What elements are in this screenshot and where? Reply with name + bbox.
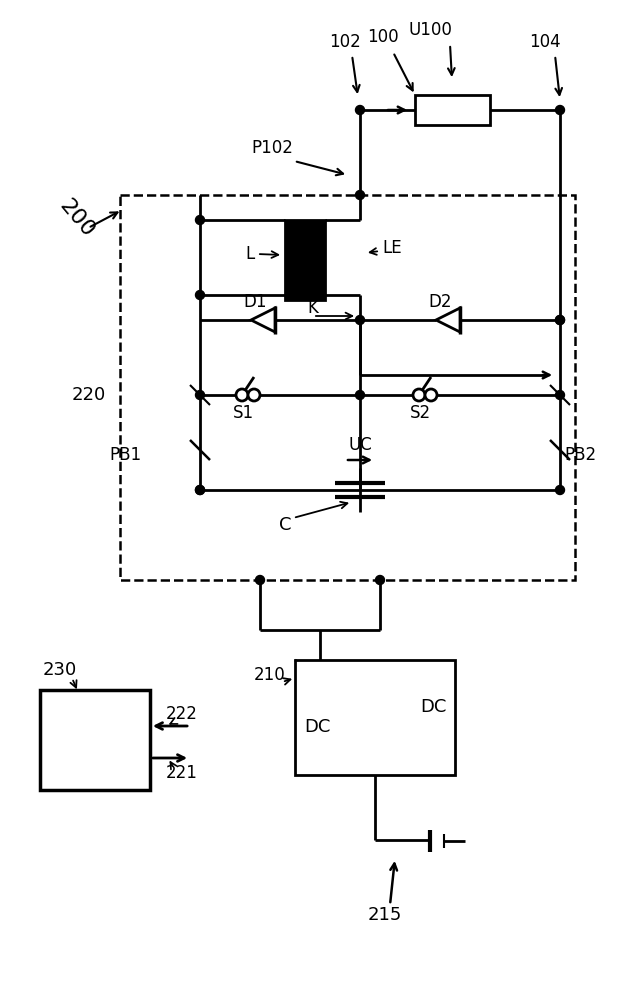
- Text: 221: 221: [166, 764, 198, 782]
- Text: 104: 104: [529, 33, 561, 51]
- Circle shape: [355, 390, 365, 399]
- Text: S2: S2: [409, 404, 430, 422]
- Text: 220: 220: [72, 386, 106, 404]
- Circle shape: [556, 105, 564, 114]
- Text: PB2: PB2: [564, 446, 596, 464]
- Circle shape: [355, 105, 365, 114]
- Text: 100: 100: [367, 28, 399, 46]
- Circle shape: [255, 576, 265, 584]
- Text: L: L: [245, 245, 255, 263]
- Text: D2: D2: [428, 293, 451, 311]
- Circle shape: [248, 389, 260, 401]
- Text: DC: DC: [304, 718, 330, 736]
- Text: D1: D1: [243, 293, 267, 311]
- Text: 215: 215: [368, 906, 402, 924]
- Polygon shape: [251, 308, 275, 332]
- Circle shape: [355, 316, 365, 324]
- Text: C: C: [279, 516, 291, 534]
- Circle shape: [236, 389, 248, 401]
- Circle shape: [355, 190, 365, 200]
- Circle shape: [196, 486, 204, 494]
- Circle shape: [196, 486, 204, 494]
- Text: K: K: [307, 299, 319, 317]
- Circle shape: [196, 290, 204, 300]
- Text: PB1: PB1: [109, 446, 141, 464]
- Polygon shape: [436, 308, 460, 332]
- Text: 230: 230: [43, 661, 77, 679]
- Bar: [285, 220, 325, 300]
- Text: P102: P102: [251, 139, 293, 157]
- Text: S1: S1: [232, 404, 253, 422]
- Circle shape: [196, 216, 204, 225]
- Circle shape: [376, 576, 384, 584]
- Text: 200: 200: [55, 195, 97, 241]
- Circle shape: [556, 316, 564, 324]
- Bar: [120, 195, 575, 580]
- Bar: [295, 660, 455, 775]
- Bar: [415, 95, 490, 125]
- Circle shape: [425, 389, 437, 401]
- Circle shape: [413, 389, 425, 401]
- Circle shape: [556, 316, 564, 324]
- Text: 102: 102: [329, 33, 361, 51]
- Text: UC: UC: [348, 436, 372, 454]
- Text: 222: 222: [166, 705, 198, 723]
- Bar: [40, 690, 150, 790]
- Circle shape: [196, 390, 204, 399]
- Text: DC: DC: [420, 698, 446, 716]
- Text: U100: U100: [408, 21, 452, 39]
- Circle shape: [556, 390, 564, 399]
- Text: 210: 210: [254, 666, 286, 684]
- Circle shape: [556, 486, 564, 494]
- Text: LE: LE: [382, 239, 402, 257]
